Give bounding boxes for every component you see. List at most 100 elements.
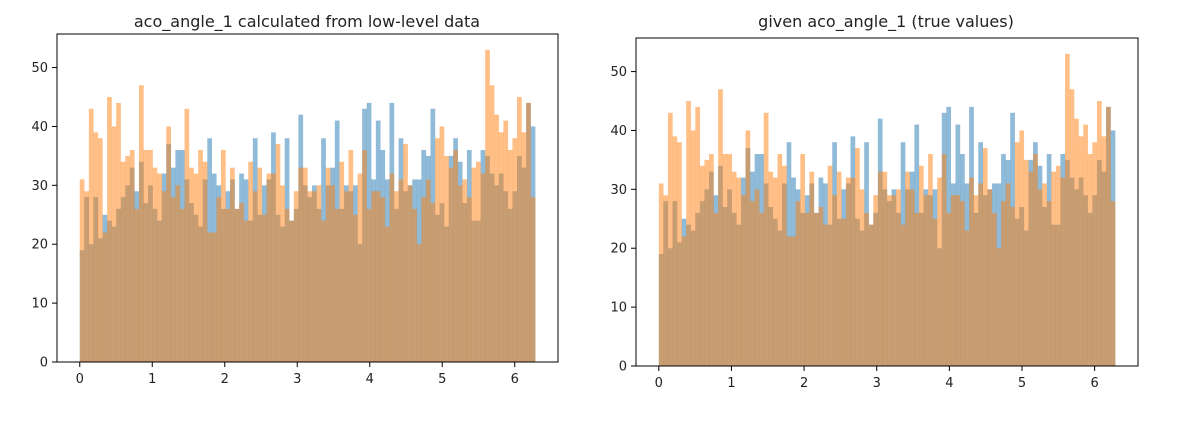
histogram-bar-left-s1-b66	[380, 197, 386, 362]
histogram-bar-right-s1-b85	[1046, 201, 1052, 366]
histogram-bar-left-s1-b95	[512, 138, 518, 362]
histogram-bar-right-s1-b26	[777, 154, 783, 366]
histogram-bar-right-s1-b3	[672, 136, 678, 366]
histogram-panel-left: aco_angle_1 calculated from low-level da…	[31, 12, 559, 387]
histogram-bar-right-s1-b81	[1028, 171, 1034, 366]
y-tick-label-left-40: 40	[31, 120, 48, 135]
histogram-bar-left-s1-b41	[266, 173, 272, 362]
histogram-bar-right-s1-b52	[896, 189, 901, 366]
histogram-bar-right-s1-b47	[873, 195, 879, 366]
histogram-bar-left-s1-b91	[494, 114, 499, 363]
histogram-bar-left-s1-b46	[289, 220, 294, 362]
histogram-bar-right-s1-b76	[1005, 183, 1011, 366]
histogram-bar-right-s1-b31	[800, 154, 805, 366]
histogram-bar-right-s1-b91	[1074, 118, 1079, 367]
y-tick-label-left-30: 30	[31, 179, 48, 194]
histogram-bar-right-s1-b9	[699, 165, 705, 366]
x-tick-label-left-4: 4	[366, 372, 374, 387]
y-tick-label-right-40: 40	[610, 124, 627, 139]
histogram-bar-left-s1-b7	[111, 126, 117, 362]
histogram-bar-left-s1-b38	[252, 191, 258, 362]
histogram-bar-left-s1-b82	[453, 150, 458, 362]
histogram-bar-right-s1-b69	[973, 195, 979, 366]
chart-title-left: aco_angle_1 calculated from low-level da…	[134, 12, 480, 32]
histogram-bar-right-s1-b5	[681, 236, 687, 366]
x-tick-label-left-2: 2	[221, 372, 229, 387]
histogram-bar-left-s1-b63	[366, 208, 372, 362]
histogram-bar-left-s1-b67	[384, 226, 390, 362]
histogram-bar-left-s1-b75	[421, 197, 427, 362]
histogram-bar-right-s1-b28	[786, 236, 792, 366]
histogram-bar-left-s1-b47	[293, 191, 299, 362]
histogram-bar-left-s1-b73	[412, 208, 417, 362]
histogram-bars-right	[658, 53, 1116, 367]
histogram-bar-left-s1-b48	[298, 167, 304, 362]
histogram-bar-left-s1-b61	[357, 173, 363, 362]
y-tick-label-right-20: 20	[610, 242, 627, 257]
x-tick-label-left-1: 1	[148, 372, 156, 387]
histogram-bar-right-s1-b35	[818, 207, 824, 366]
histogram-bar-left-s1-b42	[271, 173, 276, 362]
histogram-bar-left-s1-b27	[202, 161, 208, 362]
histogram-bar-left-s1-b78	[435, 138, 440, 362]
histogram-bar-right-s1-b46	[868, 224, 874, 366]
histogram-bar-right-s1-b2	[667, 112, 673, 366]
histogram-bar-left-s1-b4	[97, 138, 103, 362]
histogram-bar-left-s1-b57	[339, 161, 345, 362]
histogram-bar-right-s1-b99	[1110, 201, 1116, 366]
histogram-bar-left-s1-b86	[471, 167, 477, 362]
histogram-bar-right-s1-b65	[955, 195, 961, 366]
histogram-bar-left-s1-b62	[362, 150, 367, 362]
y-tick-label-right-50: 50	[610, 65, 627, 80]
histogram-bar-right-s1-b40	[841, 218, 847, 366]
histogram-bar-left-s1-b11	[129, 150, 135, 362]
histogram-bar-left-s1-b68	[389, 173, 395, 362]
histogram-bar-right-s1-b50	[887, 195, 892, 366]
histogram-bar-right-s1-b49	[882, 171, 888, 366]
x-tick-label-right-4: 4	[945, 376, 953, 391]
y-tick-label-right-10: 10	[610, 301, 627, 316]
histogram-bar-right-s1-b59	[928, 154, 933, 366]
chart-title-right: given aco_angle_1 (true values)	[758, 12, 1014, 32]
histogram-bar-left-s1-b8	[116, 102, 121, 363]
y-tick-label-left-10: 10	[31, 297, 48, 312]
histogram-bar-left-s1-b25	[193, 173, 199, 362]
histogram-bar-right-s1-b80	[1023, 159, 1029, 366]
histogram-bar-left-s1-b69	[394, 191, 399, 362]
histogram-bar-right-s1-b25	[772, 177, 778, 366]
histogram-bar-right-s1-b53	[900, 224, 906, 366]
histogram-bar-right-s1-b60	[932, 218, 938, 366]
histogram-bar-left-s1-b28	[207, 232, 212, 362]
x-tick-label-right-0: 0	[655, 376, 663, 391]
x-tick-label-left-5: 5	[438, 372, 446, 387]
histogram-bar-right-s1-b95	[1092, 142, 1098, 366]
histogram-bar-left-s1-b21	[175, 185, 181, 362]
histogram-bar-right-s1-b48	[877, 171, 883, 366]
histogram-bar-right-s1-b88	[1060, 177, 1066, 366]
histogram-bar-right-s1-b30	[795, 201, 801, 366]
histogram-bar-left-s1-b71	[403, 144, 408, 362]
histogram-bar-left-s1-b88	[480, 173, 486, 362]
histogram-bar-left-s1-b51	[312, 191, 317, 362]
histogram-bar-right-s1-b62	[941, 154, 947, 366]
histogram-bar-left-s1-b85	[466, 197, 472, 362]
histogram-bar-right-s1-b42	[850, 177, 856, 366]
histogram-bar-left-s1-b70	[398, 179, 404, 362]
histogram-bar-right-s1-b64	[950, 195, 956, 366]
plot-frame-left	[56, 33, 559, 363]
histogram-bar-right-s1-b72	[987, 189, 993, 366]
histogram-bar-left-s1-b23	[184, 108, 190, 362]
histogram-bar-right-s1-b33	[809, 171, 815, 366]
histogram-bar-right-s1-b79	[1019, 130, 1025, 366]
y-tick-label-left-20: 20	[31, 238, 48, 253]
histogram-bar-right-s1-b56	[914, 212, 920, 366]
histogram-bar-left-s1-b79	[439, 126, 445, 362]
histogram-bar-left-s1-b99	[530, 197, 536, 362]
histogram-bar-left-s1-b49	[302, 167, 308, 362]
histogram-bar-left-s1-b14	[143, 150, 149, 362]
histogram-bar-right-s1-b38	[832, 195, 837, 366]
histogram-bar-right-s1-b18	[740, 195, 746, 366]
y-tick-label-left-0: 0	[40, 356, 48, 371]
histogram-bar-right-s1-b41	[845, 177, 851, 366]
histogram-bar-right-s1-b89	[1065, 53, 1070, 367]
